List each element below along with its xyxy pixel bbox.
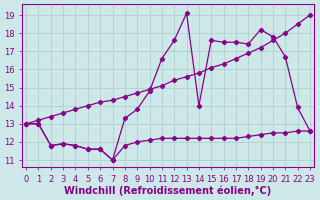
X-axis label: Windchill (Refroidissement éolien,°C): Windchill (Refroidissement éolien,°C): [64, 185, 272, 196]
